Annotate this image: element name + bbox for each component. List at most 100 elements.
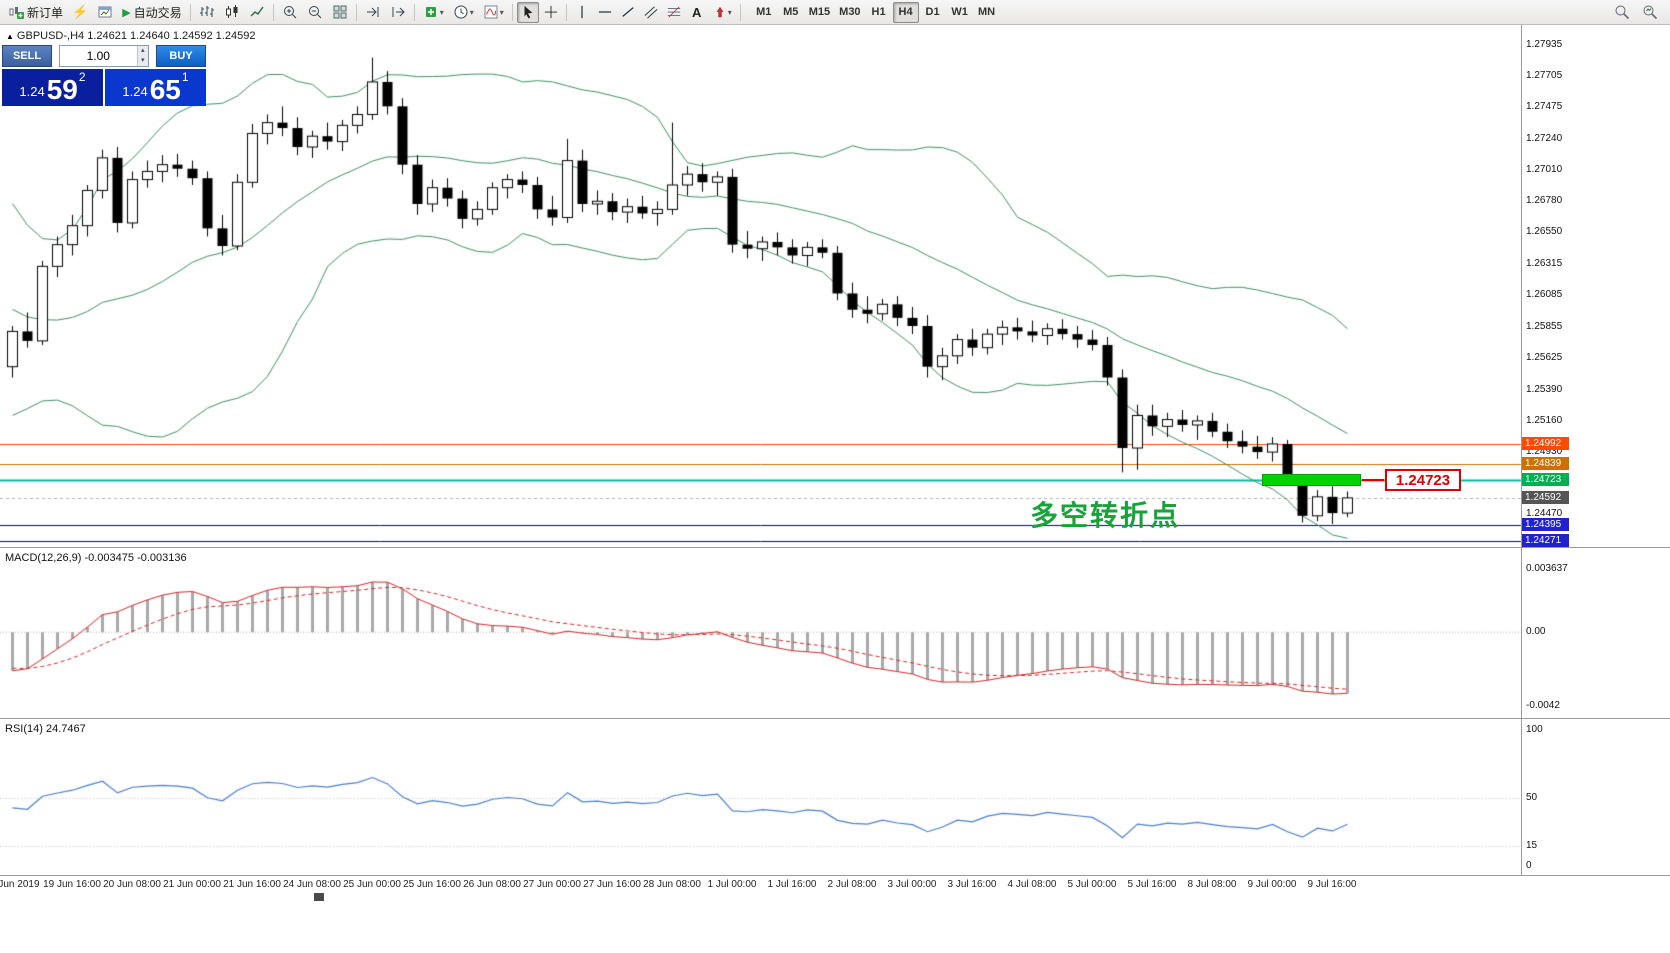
new-chart-button[interactable]: ▾ <box>419 2 448 23</box>
timeframe-button-m1[interactable]: M1 <box>751 2 777 23</box>
chart-scroll-marker[interactable] <box>314 893 324 901</box>
timeframe-button-m30[interactable]: M30 <box>835 2 864 23</box>
fibonacci-tool-button[interactable] <box>663 2 685 23</box>
time-axis-label: 27 Jun 16:00 <box>583 879 641 890</box>
price-scale-label: 1.24470 <box>1526 508 1563 520</box>
auto-scroll-button[interactable] <box>361 2 385 23</box>
timeframe-button-m15[interactable]: M15 <box>805 2 834 23</box>
timeframe-button-h4[interactable]: H4 <box>892 1 919 23</box>
time-axis-label: 20 Jun 08:00 <box>103 879 161 890</box>
rsi-scale-label: 0 <box>1526 860 1532 871</box>
timeframe-button-d1[interactable]: D1 <box>920 2 946 23</box>
time-axis-label: 9 Jul 16:00 <box>1307 879 1357 890</box>
toolbar-separator <box>272 3 274 21</box>
rsi-label: RSI(14) 24.7467 <box>5 723 86 735</box>
time-axis-label: 26 Jun 08:00 <box>463 879 521 890</box>
toolbar-separator <box>189 3 191 21</box>
quick-trade-button[interactable]: ⚡ <box>68 2 92 23</box>
time-axis-label: 2 Jul 08:00 <box>827 879 877 890</box>
line-chart-button[interactable] <box>245 2 269 23</box>
price-callout[interactable]: 1.24723 <box>1385 469 1461 492</box>
volume-up-button[interactable]: ▴ <box>137 46 148 56</box>
timeframe-button-mn[interactable]: MN <box>974 2 1000 23</box>
macd-scale-label: 0.003637 <box>1526 562 1568 574</box>
arrows-caret-icon: ▾ <box>727 7 732 17</box>
toolbar-separator <box>413 3 415 21</box>
time-axis-label: 3 Jul 16:00 <box>947 879 997 890</box>
callout-connector <box>1362 479 1384 482</box>
buy-price-button[interactable]: 1.24 65 1 <box>105 69 206 106</box>
periods-button[interactable]: ▾ <box>449 2 478 23</box>
buy-button[interactable]: BUY <box>156 45 206 67</box>
bar-chart-icon <box>199 4 215 20</box>
price-tag: 1.24395 <box>1522 517 1569 531</box>
timeframe-button-w1[interactable]: W1 <box>947 2 973 23</box>
panel-separator[interactable] <box>0 547 1670 548</box>
volume-down-button[interactable]: ▾ <box>137 56 148 66</box>
horizontal-line-tool-button[interactable] <box>594 2 616 23</box>
auto-trading-button[interactable]: ▶ 自动交易 <box>118 2 185 23</box>
time-axis-label: 21 Jun 16:00 <box>223 879 281 890</box>
time-axis-label: 21 Jun 00:00 <box>163 879 221 890</box>
toolbar: 新订单 ⚡ ▶ 自动交易 <box>0 0 1670 25</box>
time-axis-label: 1 Jul 16:00 <box>767 879 817 890</box>
price-scale-border <box>1521 25 1522 876</box>
auto-scroll-icon <box>365 4 381 20</box>
price-scale-label: 1.25625 <box>1526 351 1563 363</box>
text-tool-button[interactable]: A <box>686 2 708 23</box>
chart-annotation-text[interactable]: 多空转折点 <box>1030 500 1181 532</box>
zoom-out-button[interactable] <box>303 2 327 23</box>
symbol-search-button[interactable] <box>1638 2 1662 23</box>
price-scale-label: 1.27010 <box>1526 164 1563 176</box>
vertical-line-tool-button[interactable] <box>571 2 593 23</box>
timeframe-button-h1[interactable]: H1 <box>866 2 892 23</box>
price-tag: 1.24992 <box>1522 436 1569 450</box>
sell-price-button[interactable]: 1.24 59 2 <box>2 69 103 106</box>
time-axis-label: 24 Jun 08:00 <box>283 879 341 890</box>
candlestick-chart-button[interactable] <box>220 2 244 23</box>
highlight-box[interactable] <box>1262 474 1361 487</box>
lightning-icon: ⚡ <box>72 4 89 19</box>
crosshair-tool-button[interactable] <box>540 2 562 23</box>
new-order-button[interactable]: 新订单 <box>4 2 67 23</box>
play-icon: ▶ <box>122 6 131 19</box>
one-click-collapse-arrow-icon[interactable]: ▲ <box>6 32 14 41</box>
tile-windows-icon <box>332 4 348 20</box>
zoom-out-icon <box>307 4 323 20</box>
volume-control: ▴ ▾ <box>59 45 149 67</box>
volume-input[interactable] <box>60 46 137 66</box>
time-axis-label: 19 Jun 16:00 <box>43 879 101 890</box>
bar-chart-button[interactable] <box>195 2 219 23</box>
panel-separator[interactable] <box>0 718 1670 719</box>
toolbar-right-icons <box>1610 2 1666 23</box>
text-tool-icon: A <box>692 4 702 20</box>
time-axis-label: 5 Jul 16:00 <box>1127 879 1177 890</box>
channel-tool-button[interactable] <box>640 2 662 23</box>
time-axis-label: 3 Jul 00:00 <box>887 879 937 890</box>
rsi-scale-label: 50 <box>1526 792 1538 803</box>
chart-shift-button[interactable] <box>386 2 410 23</box>
search-button[interactable] <box>1610 2 1634 23</box>
line-chart-icon <box>249 4 265 20</box>
price-scale-label: 1.27935 <box>1526 38 1563 50</box>
cursor-tool-button[interactable] <box>516 1 539 23</box>
sell-button[interactable]: SELL <box>2 45 52 67</box>
tile-windows-button[interactable] <box>328 2 352 23</box>
price-tag: 1.24723 <box>1522 473 1569 487</box>
volume-steppers: ▴ ▾ <box>136 46 148 66</box>
zoom-in-button[interactable] <box>278 2 302 23</box>
trendline-icon <box>621 5 635 19</box>
new-chart-caret-icon: ▾ <box>439 7 444 17</box>
arrows-tool-button[interactable]: ▾ <box>709 2 736 23</box>
trendline-tool-button[interactable] <box>617 2 639 23</box>
time-axis-label: 5 Jul 00:00 <box>1067 879 1117 890</box>
chart-shift-icon <box>390 4 406 20</box>
cursor-icon <box>521 5 535 19</box>
chart-window-button[interactable] <box>93 2 117 23</box>
timeframe-button-m5[interactable]: M5 <box>778 2 804 23</box>
buy-price-big: 65 <box>149 74 181 105</box>
time-axis-label: 1 Jul 00:00 <box>707 879 757 890</box>
indicators-button[interactable]: ▾ <box>479 2 508 23</box>
